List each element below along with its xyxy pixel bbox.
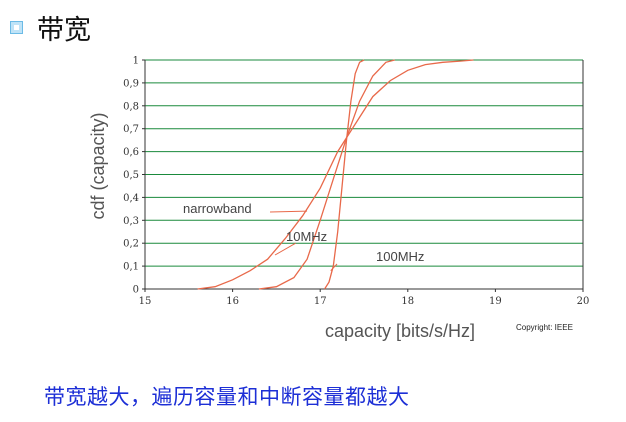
curve-label-narrowband: narrowband xyxy=(183,201,252,216)
y-tick-label: 0,7 xyxy=(123,124,139,135)
curve-label-100mhz: 100MHz xyxy=(376,249,424,264)
x-tick-label: 18 xyxy=(401,296,414,307)
annotation-leader-line xyxy=(269,210,308,213)
square-bullet-icon xyxy=(10,21,23,34)
y-tick-label: 0,6 xyxy=(123,147,139,158)
x-axis-label: capacity [bits/s/Hz] xyxy=(325,321,475,341)
x-tick-label: 20 xyxy=(577,296,590,307)
y-tick-label: 0,8 xyxy=(123,101,139,112)
annotation-leader-line xyxy=(274,242,296,256)
series-line-10mhz xyxy=(258,59,395,290)
grid-lines xyxy=(145,59,583,267)
slide-title-text: 带宽 xyxy=(37,15,91,46)
copyright-note: Copyright: IEEE xyxy=(516,323,573,332)
x-tick-label: 17 xyxy=(314,296,327,307)
x-tick-label: 15 xyxy=(139,296,152,307)
slide-title: 带宽 xyxy=(10,8,91,47)
tick-labels: 0 0,1 0,2 0,3 0,4 0,5 0,6 0,7 0,8 0,9 1 15 16 17 18 19 2… xyxy=(123,56,589,308)
curve-labels: narrowband 10MHz 100MHz xyxy=(183,201,424,272)
slide-caption: 带宽越大，遍历容量和中断容量都越大 xyxy=(44,385,410,409)
y-tick-label: 0,4 xyxy=(123,193,139,204)
y-axis-label: cdf (capacity) xyxy=(88,112,108,219)
curve-label-10mhz: 10MHz xyxy=(286,229,327,244)
cdf-chart: 0 0,1 0,2 0,3 0,4 0,5 0,6 0,7 0,8 0,9 1 15 16 17 18 19 2… xyxy=(88,56,589,342)
y-tick-label: 0,3 xyxy=(123,216,139,227)
series-line-100mhz xyxy=(324,59,365,290)
y-tick-label: 0,5 xyxy=(123,170,139,181)
y-tick-label: 0,1 xyxy=(123,262,139,273)
annotation-leader-line xyxy=(330,263,338,272)
series-line-narrowband xyxy=(197,59,474,290)
x-tick-label: 19 xyxy=(489,296,502,307)
y-tick-label: 0 xyxy=(133,285,139,296)
curves xyxy=(197,59,474,290)
y-tick-label: 0,2 xyxy=(123,239,139,250)
x-tick-label: 16 xyxy=(226,296,239,307)
y-tick-label: 0,9 xyxy=(123,78,139,89)
y-tick-label: 1 xyxy=(133,56,139,67)
